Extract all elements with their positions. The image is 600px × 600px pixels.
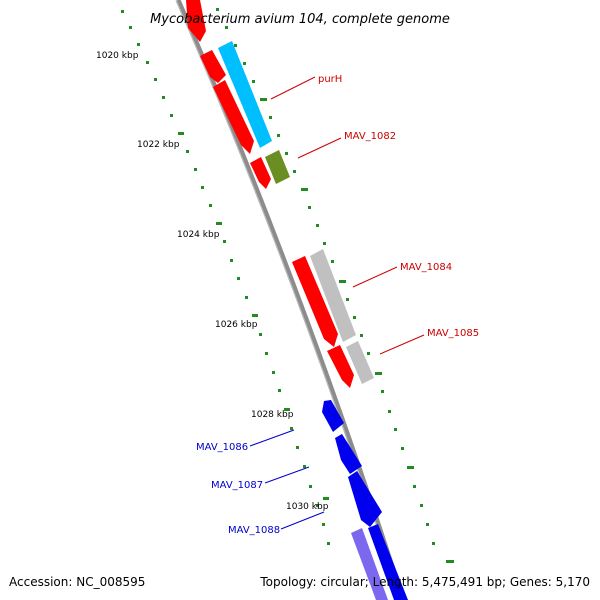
summary-text: Topology: circular; Length: 5,475,491 bp… [259, 575, 590, 589]
gene-label-mav1087[interactable]: MAV_1087 [211, 480, 263, 491]
gene-arrow[interactable] [348, 471, 382, 527]
gene-label-purH[interactable]: purH [318, 74, 342, 85]
gene-label-mav1088[interactable]: MAV_1088 [228, 525, 280, 536]
gene-arrow[interactable] [186, 0, 206, 42]
gene-label-mav1085[interactable]: MAV_1085 [427, 328, 479, 339]
kbp-label: 1028 kbp [251, 410, 294, 420]
pseudo-bar[interactable] [310, 249, 356, 342]
forward-gene-labels: purH MAV_1082 MAV_1084 MAV_1085 [270, 74, 479, 355]
kbp-label: 1022 kbp [137, 140, 180, 150]
cds-bar[interactable] [218, 41, 272, 148]
reverse-gene-labels: MAV_1086 MAV_1087 MAV_1088 [196, 429, 325, 536]
gene-arrow[interactable] [327, 345, 354, 388]
gene-arrow[interactable] [250, 157, 271, 189]
pseudo-bar[interactable] [346, 341, 374, 384]
gene-arrow[interactable] [322, 400, 344, 432]
kbp-label: 1026 kbp [215, 320, 258, 330]
gene-arrow[interactable] [213, 80, 254, 154]
gene-arrow[interactable] [200, 50, 226, 83]
accession-text: Accession: NC_008595 [9, 575, 145, 589]
gene-arrow[interactable] [292, 256, 338, 347]
misc-feature[interactable] [265, 150, 290, 184]
gene-label-mav1082[interactable]: MAV_1082 [344, 131, 396, 142]
gene-label-mav1084[interactable]: MAV_1084 [400, 262, 452, 273]
forward-genes [186, 0, 374, 388]
reverse-genes [322, 400, 408, 600]
inner-ticks [121, 10, 330, 545]
kbp-labels: 1020 kbp 1022 kbp 1024 kbp 1026 kbp 1028… [96, 51, 329, 512]
outer-ticks [216, 8, 454, 563]
gene-arrow[interactable] [335, 434, 362, 474]
map-title: Mycobacterium avium 104, complete genome [150, 12, 450, 27]
cds-bar[interactable] [351, 528, 388, 600]
kbp-label: 1030 kbp [286, 502, 329, 512]
kbp-label: 1024 kbp [177, 230, 220, 240]
gene-arrow[interactable] [368, 524, 408, 600]
gene-label-mav1086[interactable]: MAV_1086 [196, 442, 248, 453]
kbp-label: 1020 kbp [96, 51, 139, 61]
